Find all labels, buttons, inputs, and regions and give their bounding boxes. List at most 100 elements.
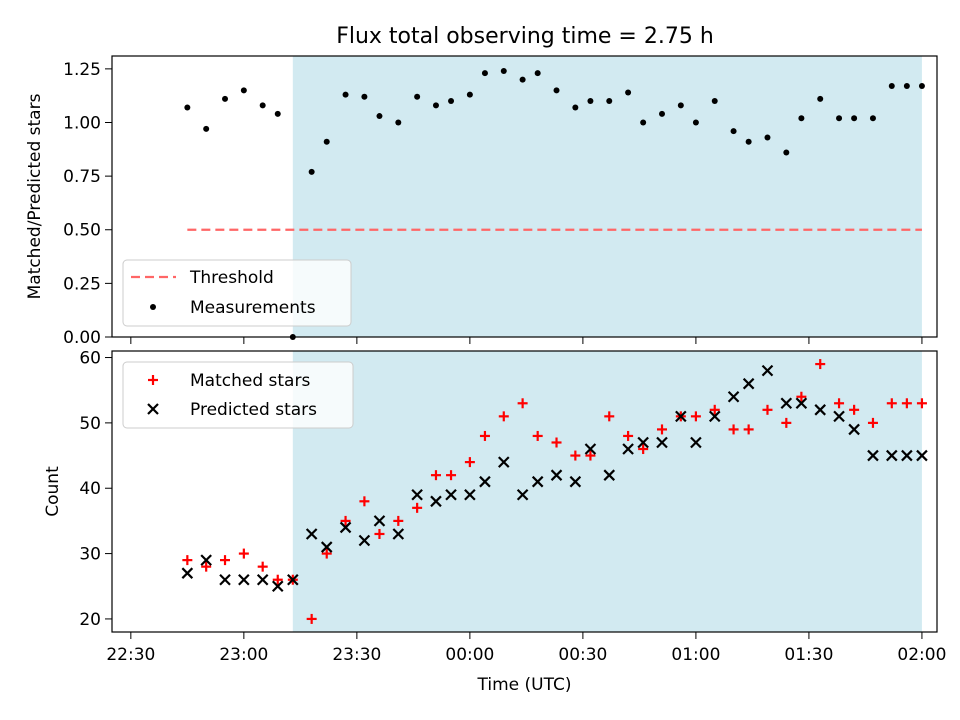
x-stroke-2	[603, 469, 616, 481]
x-stroke-2	[690, 436, 702, 449]
x-stroke-2	[727, 390, 740, 403]
measurement-point	[903, 83, 910, 90]
measurement-point	[466, 91, 473, 98]
y-tick-label: 1.25	[63, 60, 101, 80]
measurement-point	[222, 95, 229, 102]
shaded-span	[292, 351, 922, 632]
x-stroke-2	[219, 573, 231, 586]
x-stroke-2	[320, 541, 333, 553]
predicted-star-point	[320, 541, 333, 553]
measurement-point	[836, 115, 843, 122]
x-axis-label: Time (UTC)	[477, 675, 572, 695]
predicted-star-point	[498, 456, 510, 468]
x-stroke-2	[833, 410, 845, 423]
x-tick-label: 01:00	[671, 645, 720, 665]
x-stroke-2	[708, 410, 721, 423]
x-stroke-2	[256, 573, 269, 586]
matched-star-point	[201, 561, 212, 572]
matched-star-point	[762, 404, 773, 415]
predicted-star-point	[219, 573, 231, 586]
x-stroke-2	[531, 475, 544, 488]
predicted-star-point	[256, 573, 269, 586]
predicted-star-point	[584, 443, 597, 455]
matched-star-point	[517, 398, 528, 409]
x-stroke-2	[742, 377, 755, 390]
measurement-point	[692, 119, 699, 126]
y-tick-label: 0.50	[63, 221, 101, 241]
measurement-point	[361, 93, 368, 100]
measurement-point	[259, 102, 266, 109]
legend-predicted-label: Predicted stars	[190, 400, 317, 420]
legend-measurement-swatch	[150, 304, 156, 310]
measurement-point	[376, 113, 383, 120]
predicted-star-point	[603, 469, 616, 481]
x-stroke-2	[867, 449, 879, 462]
x-stroke-2	[761, 364, 774, 377]
x-stroke-2	[479, 475, 491, 488]
measurement-point	[534, 70, 541, 77]
x-stroke-2	[886, 449, 898, 462]
y-tick-label: 0.25	[63, 274, 101, 294]
top-legend: Threshold Measurements	[122, 259, 352, 327]
matched-star-point	[430, 470, 441, 481]
x-stroke-2	[411, 488, 423, 501]
measurement-point	[764, 134, 771, 141]
matched-star-point	[272, 574, 283, 585]
predicted-star-point	[531, 475, 544, 488]
measurement-point	[395, 119, 402, 126]
predicted-star-point	[271, 580, 284, 593]
matched-star-point	[321, 548, 332, 559]
matched-star-point	[849, 404, 860, 415]
matched-star-point	[257, 561, 268, 572]
measurement-point	[500, 68, 507, 75]
matched-star-point	[446, 470, 457, 481]
x-stroke-2	[200, 554, 212, 566]
x-stroke-2	[271, 580, 284, 593]
y-tick-label: 0.00	[63, 328, 101, 348]
x-stroke-2	[814, 404, 826, 416]
bottom-axes-frame	[111, 350, 938, 633]
measurement-point	[625, 89, 632, 96]
legend-predicted-swatch-2	[147, 403, 159, 415]
predicted-star-point	[867, 449, 879, 462]
matched-star-point	[306, 613, 317, 624]
x-tick-label: 01:30	[784, 645, 833, 665]
measurement-point	[888, 83, 895, 90]
x-stroke-2	[430, 495, 442, 508]
measurement-point	[640, 119, 647, 126]
x-tick-label: 00:00	[445, 645, 494, 665]
measurement-point	[869, 115, 876, 122]
bottom-legend-box	[122, 361, 354, 429]
x-stroke-2	[569, 475, 582, 488]
matched-star-point	[340, 515, 351, 526]
measurement-point	[817, 95, 824, 102]
matched-star-point	[498, 411, 509, 422]
predicted-star-point	[637, 436, 649, 449]
x-stroke-2	[795, 397, 808, 410]
measurement-point	[342, 91, 349, 98]
predicted-star-point	[742, 377, 755, 390]
matched-star-point	[728, 424, 739, 435]
x-tick-label: 02:00	[897, 645, 946, 665]
x-stroke-2	[780, 397, 793, 410]
predicted-star-point	[464, 488, 476, 501]
predicted-star-point	[675, 410, 687, 423]
measurement-point	[659, 110, 665, 117]
legend-matched-label: Matched stars	[190, 371, 310, 391]
matched-star-point	[238, 548, 249, 559]
legend-threshold-label: Threshold	[189, 268, 274, 288]
predicted-star-point	[569, 475, 582, 488]
predicted-star-point	[181, 567, 194, 579]
predicted-star-point	[287, 573, 299, 586]
x-stroke-2	[238, 573, 250, 586]
measurement-point	[851, 115, 858, 122]
matched-star-point	[570, 450, 581, 461]
measurement-point	[240, 87, 247, 94]
matched-star-point	[359, 496, 370, 507]
matched-star-point	[479, 430, 490, 441]
shaded-span	[292, 56, 922, 337]
x-stroke-2	[392, 528, 405, 540]
matched-star-point	[182, 555, 193, 566]
measurement-point	[730, 128, 737, 135]
